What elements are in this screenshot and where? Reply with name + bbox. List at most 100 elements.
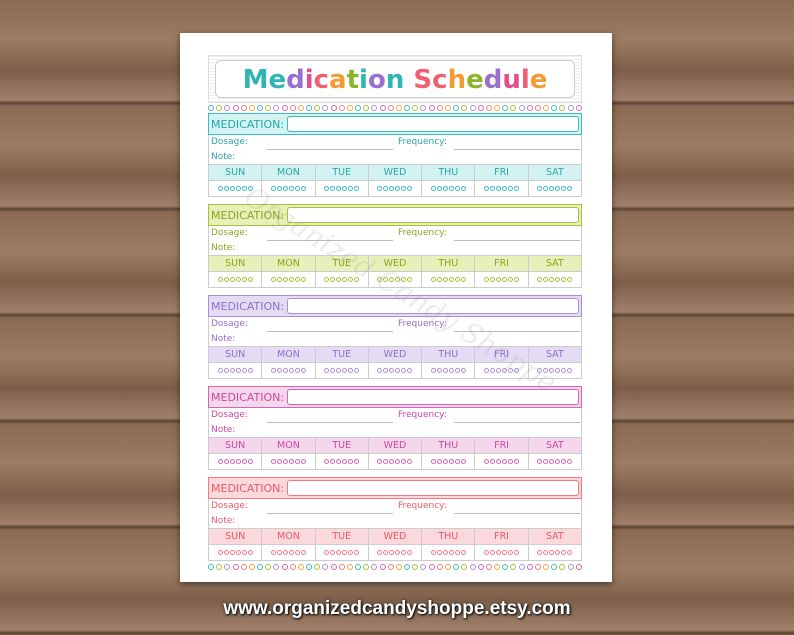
dose-checkbox[interactable]	[241, 368, 247, 373]
dose-checkbox[interactable]	[537, 550, 543, 555]
dose-checkbox[interactable]	[217, 186, 223, 191]
dose-checkbox[interactable]	[383, 186, 389, 191]
dose-checkbox[interactable]	[549, 550, 555, 555]
dose-checkbox[interactable]	[567, 459, 573, 464]
frequency-input[interactable]	[454, 331, 580, 332]
dose-checkbox[interactable]	[300, 368, 306, 373]
dose-checkbox[interactable]	[294, 186, 300, 191]
dose-checkbox[interactable]	[336, 550, 342, 555]
dose-checkbox[interactable]	[395, 459, 401, 464]
dose-checkbox[interactable]	[430, 550, 436, 555]
dose-checkbox[interactable]	[354, 550, 360, 555]
dose-checkbox[interactable]	[543, 459, 549, 464]
dose-checkbox[interactable]	[235, 459, 241, 464]
dose-checkbox[interactable]	[247, 550, 253, 555]
dose-checkbox[interactable]	[395, 186, 401, 191]
dose-checkbox[interactable]	[276, 459, 282, 464]
dose-checkbox[interactable]	[241, 550, 247, 555]
dose-checkbox[interactable]	[217, 459, 223, 464]
dose-checkbox[interactable]	[377, 459, 383, 464]
dose-checkbox[interactable]	[454, 186, 460, 191]
dose-checkbox[interactable]	[543, 277, 549, 282]
dose-checkbox[interactable]	[354, 186, 360, 191]
dose-checkbox[interactable]	[436, 550, 442, 555]
dose-checkbox[interactable]	[223, 277, 229, 282]
dose-checkbox[interactable]	[496, 277, 502, 282]
dose-checkbox[interactable]	[270, 277, 276, 282]
dose-checkbox[interactable]	[294, 550, 300, 555]
dosage-input[interactable]	[267, 422, 393, 423]
dose-checkbox[interactable]	[567, 277, 573, 282]
dose-checkbox[interactable]	[460, 277, 466, 282]
dose-checkbox[interactable]	[514, 368, 520, 373]
dose-checkbox[interactable]	[436, 186, 442, 191]
dose-checkbox[interactable]	[490, 368, 496, 373]
dose-checkbox[interactable]	[294, 368, 300, 373]
dose-checkbox[interactable]	[348, 277, 354, 282]
dose-checkbox[interactable]	[276, 550, 282, 555]
dose-checkbox[interactable]	[508, 550, 514, 555]
dose-checkbox[interactable]	[336, 186, 342, 191]
dose-checkbox[interactable]	[448, 186, 454, 191]
dose-checkbox[interactable]	[448, 368, 454, 373]
dose-checkbox[interactable]	[395, 368, 401, 373]
dose-checkbox[interactable]	[241, 459, 247, 464]
dose-checkbox[interactable]	[247, 368, 253, 373]
dose-checkbox[interactable]	[229, 368, 235, 373]
dose-checkbox[interactable]	[502, 550, 508, 555]
dose-checkbox[interactable]	[502, 459, 508, 464]
dose-checkbox[interactable]	[454, 368, 460, 373]
dose-checkbox[interactable]	[324, 459, 330, 464]
dose-checkbox[interactable]	[430, 459, 436, 464]
dose-checkbox[interactable]	[377, 368, 383, 373]
dose-checkbox[interactable]	[288, 550, 294, 555]
dose-checkbox[interactable]	[448, 550, 454, 555]
dose-checkbox[interactable]	[235, 550, 241, 555]
dose-checkbox[interactable]	[324, 550, 330, 555]
dose-checkbox[interactable]	[490, 277, 496, 282]
dose-checkbox[interactable]	[508, 277, 514, 282]
dose-checkbox[interactable]	[436, 459, 442, 464]
dose-checkbox[interactable]	[235, 277, 241, 282]
dose-checkbox[interactable]	[508, 186, 514, 191]
dose-checkbox[interactable]	[567, 186, 573, 191]
dose-checkbox[interactable]	[454, 550, 460, 555]
dose-checkbox[interactable]	[549, 459, 555, 464]
dose-checkbox[interactable]	[348, 368, 354, 373]
dose-checkbox[interactable]	[282, 277, 288, 282]
dose-checkbox[interactable]	[270, 550, 276, 555]
dose-checkbox[interactable]	[217, 277, 223, 282]
dosage-input[interactable]	[267, 513, 393, 514]
dose-checkbox[interactable]	[555, 186, 561, 191]
dose-checkbox[interactable]	[448, 277, 454, 282]
dose-checkbox[interactable]	[514, 459, 520, 464]
dose-checkbox[interactable]	[354, 277, 360, 282]
dose-checkbox[interactable]	[282, 186, 288, 191]
dose-checkbox[interactable]	[537, 459, 543, 464]
dose-checkbox[interactable]	[324, 186, 330, 191]
dose-checkbox[interactable]	[496, 368, 502, 373]
dose-checkbox[interactable]	[348, 550, 354, 555]
dose-checkbox[interactable]	[270, 368, 276, 373]
dosage-input[interactable]	[267, 240, 393, 241]
dose-checkbox[interactable]	[537, 277, 543, 282]
dose-checkbox[interactable]	[241, 277, 247, 282]
frequency-input[interactable]	[454, 513, 580, 514]
dose-checkbox[interactable]	[496, 550, 502, 555]
dose-checkbox[interactable]	[496, 186, 502, 191]
medication-input[interactable]	[287, 480, 579, 496]
dose-checkbox[interactable]	[442, 459, 448, 464]
dose-checkbox[interactable]	[514, 550, 520, 555]
dose-checkbox[interactable]	[454, 459, 460, 464]
dose-checkbox[interactable]	[543, 550, 549, 555]
dose-checkbox[interactable]	[276, 277, 282, 282]
dose-checkbox[interactable]	[555, 368, 561, 373]
dose-checkbox[interactable]	[377, 186, 383, 191]
dose-checkbox[interactable]	[430, 186, 436, 191]
dose-checkbox[interactable]	[502, 277, 508, 282]
dose-checkbox[interactable]	[537, 368, 543, 373]
dose-checkbox[interactable]	[490, 459, 496, 464]
dose-checkbox[interactable]	[561, 550, 567, 555]
dose-checkbox[interactable]	[348, 459, 354, 464]
dose-checkbox[interactable]	[383, 277, 389, 282]
